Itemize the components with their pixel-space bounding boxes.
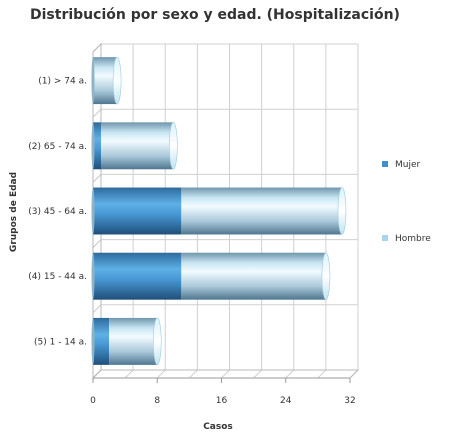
legend-label-mujer: Mujer [395, 160, 421, 170]
bar-end-cap [169, 122, 178, 170]
bar-end-cap [337, 187, 347, 235]
category-label: (1) > 74 a. [38, 77, 87, 87]
bar-start-cap [91, 317, 95, 365]
category-label: (5) 1 - 14 a. [34, 337, 87, 347]
bar-mujer [93, 122, 102, 170]
bars [91, 56, 347, 366]
grid-line [92, 174, 102, 183]
legend: Mujer Hombre [382, 160, 431, 244]
x-tick-label: 8 [154, 396, 160, 406]
bar-end-cap [152, 317, 162, 366]
bar-end-cap [321, 252, 331, 300]
grid-line [92, 108, 102, 118]
chart-title: Distribución por sexo y edad. (Hospitali… [30, 7, 400, 23]
bar-mujer [93, 187, 182, 235]
x-axis-label: Casos [203, 422, 233, 432]
bar-start-cap [91, 122, 95, 170]
grid-line [92, 304, 102, 314]
bar-start-cap [91, 187, 95, 235]
grid-line [124, 369, 134, 379]
value-axis: 0 8 16 24 32 [90, 378, 356, 406]
bar-mujer [93, 252, 182, 300]
grid-line [221, 369, 230, 379]
category-label: (4) 15 - 44 a. [28, 272, 87, 282]
category-label: (2) 65 - 74 a. [28, 142, 87, 152]
grid-line [253, 369, 262, 379]
x-tick-label: 0 [90, 396, 96, 406]
bar-hombre [101, 122, 174, 170]
bar-end-cap [112, 56, 122, 105]
grid-line [189, 369, 198, 379]
bar-hombre [109, 317, 158, 365]
legend-swatch-hombre [382, 235, 388, 241]
y-axis-label: Grupos de Edad [9, 172, 19, 252]
category-label: (3) 45 - 64 a. [28, 207, 87, 217]
x-tick-label: 24 [280, 396, 292, 406]
bar-hombre [181, 252, 326, 300]
category-axis: (1) > 74 a. (2) 65 - 74 a. (3) 45 - 64 a. (… [28, 77, 87, 348]
bar-hombre [181, 187, 342, 235]
legend-label-hombre: Hombre [395, 234, 431, 244]
legend-swatch-mujer [382, 161, 388, 167]
bar-start-cap [91, 57, 95, 105]
grid-line [285, 369, 295, 379]
grid-line [156, 369, 166, 379]
grid-line [317, 369, 327, 379]
x-tick-label: 16 [216, 396, 228, 406]
x-tick-label: 32 [344, 396, 355, 406]
bar-mujer [93, 317, 110, 365]
bar-start-cap [91, 252, 95, 300]
grid-line [92, 239, 102, 248]
